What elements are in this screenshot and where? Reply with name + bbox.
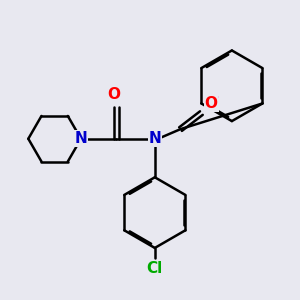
Text: O: O: [205, 97, 218, 112]
Text: Cl: Cl: [147, 261, 163, 276]
Text: N: N: [148, 131, 161, 146]
Text: F: F: [208, 96, 219, 111]
Text: O: O: [107, 87, 120, 102]
Text: N: N: [75, 131, 87, 146]
